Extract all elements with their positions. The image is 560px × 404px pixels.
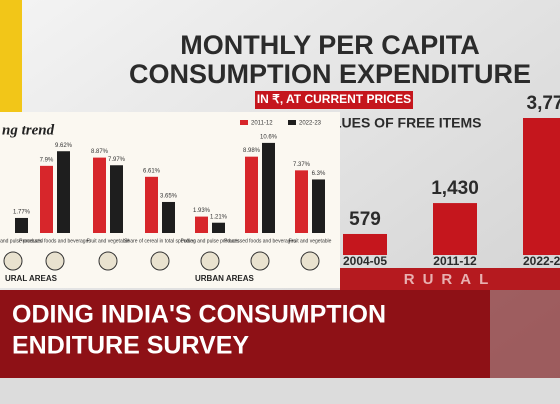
legend-label: 2011-12 [251,121,273,127]
inset-title: ng trend [2,122,55,138]
category-label: 2022-23 [523,254,560,268]
region-label: RURAL [404,271,497,288]
bar [212,222,225,233]
icon [200,251,220,271]
subtitle: IN ₹, AT CURRENT PRICES [257,92,411,106]
icon [150,251,170,271]
icon [3,251,23,271]
bar [245,156,258,233]
legend-swatch [240,120,248,125]
value-label: 10.6% [260,134,278,140]
area-label: URBAN AREAS [195,274,254,283]
bar [343,233,387,255]
banner-text: ENDITURE SURVEY [12,332,249,360]
bar [162,201,175,233]
value-label: 6.61% [143,168,161,174]
bar [40,165,53,233]
value-label: 1.21% [210,214,228,220]
value-label: 9.62% [55,143,73,149]
value-label: 7.37% [293,162,311,168]
icon [250,251,270,271]
region-band [340,268,560,290]
group-label: Pulses and pulse products [0,238,43,244]
group-label: Share of cereal in total spending [124,238,196,244]
value-label: 7.9% [40,157,54,163]
banner [0,290,490,378]
value-label: 579 [349,209,381,230]
bar [262,142,275,233]
bar [433,203,477,255]
bar [523,118,560,255]
value-label: 8.87% [91,149,109,155]
banner-text: ODING INDIA'S CONSUMPTION [12,301,386,329]
bar [93,157,106,233]
bar [145,176,158,233]
ticker [0,378,560,404]
bar [110,165,123,233]
bar [57,151,70,233]
group-label: Fruit and vegetable [289,238,332,244]
icon [98,251,118,271]
legend-label: 2022-23 [299,121,322,127]
value-label: 1,430 [431,178,479,199]
category-label: 2011-12 [433,254,477,268]
group-label: Processed foods and beverages [19,238,91,244]
value-label: 1.77% [13,210,31,216]
bar [195,216,208,233]
bar [15,217,28,233]
value-label: 7.97% [108,157,126,163]
value-label: 8.98% [243,148,261,154]
icon [45,251,65,271]
category-label: 2004-05 [343,254,387,268]
icon [300,251,320,271]
bar [312,179,325,233]
subtitle-box [255,91,413,109]
main-title: CONSUMPTION EXPENDITURE [129,59,531,89]
value-label: 3.65% [160,194,178,200]
value-label: 6.3% [312,171,326,177]
bar [295,170,308,233]
banner-tail [490,290,560,378]
group-label: Fruit and vegetable [87,238,130,244]
yellow-strip [0,0,22,120]
main-title: MONTHLY PER CAPITA [180,30,480,60]
group-label: Processed foods and beverages [224,238,296,244]
legend-swatch [288,120,296,125]
group-label: Pulses and pulse products [181,238,240,244]
value-label: 3,77 [527,93,560,114]
value-label: 1.93% [193,208,211,214]
area-label: URAL AREAS [5,274,58,283]
